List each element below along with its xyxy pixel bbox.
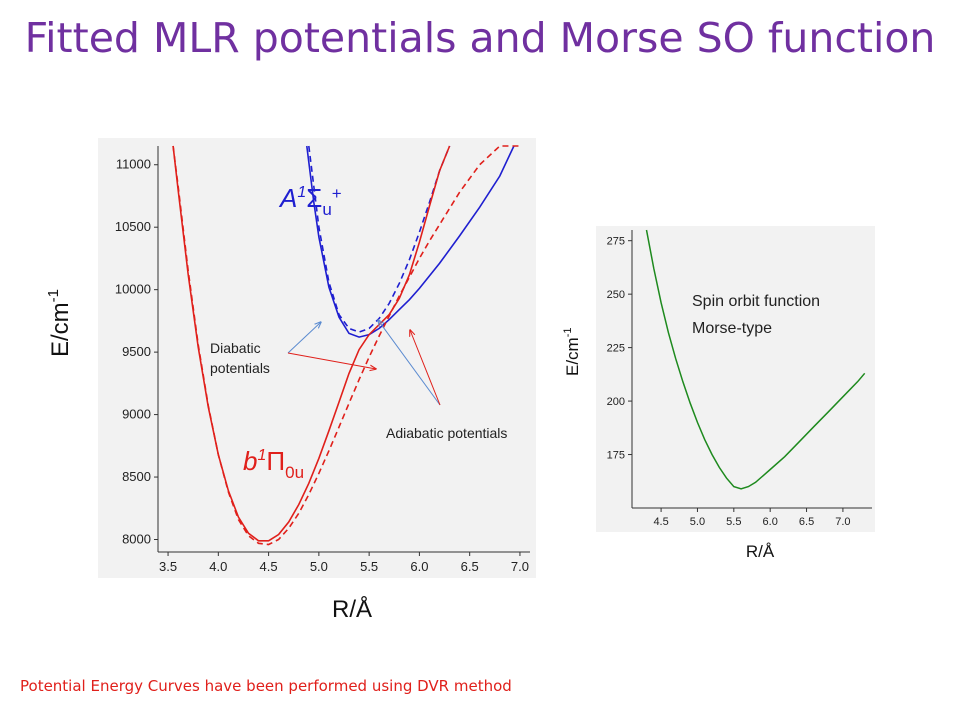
main-y-tick-label: 10000: [115, 282, 151, 297]
adiabatic-label: Adiabatic potentials: [386, 425, 507, 441]
so-series-group: [645, 229, 866, 490]
so-x-tick-label: 6.0: [763, 516, 778, 528]
so-plot-background: [596, 226, 875, 532]
main-xlabel: R/Å: [332, 595, 372, 623]
main-x-tick-label: 4.0: [209, 559, 227, 574]
so-y-tick-label: 250: [607, 289, 625, 301]
so-xlabel: R/Å: [746, 542, 775, 561]
main-series-b-dashed: [172, 145, 520, 546]
main-y-tick-label: 9000: [122, 407, 151, 422]
footnote: Potential Energy Curves have been perfor…: [20, 677, 512, 695]
diabatic-arrow-blue: [287, 322, 321, 354]
main-x-tick-label: 6.5: [461, 559, 479, 574]
main-y-tick-label: 8500: [122, 469, 151, 484]
a-state-label: A1Σu+: [278, 183, 342, 219]
main-x-tick-label: 5.5: [360, 559, 378, 574]
so-ylabel: E/cm-1: [562, 327, 582, 376]
so-series-solid: [645, 229, 866, 490]
so-legend-line1: Spin orbit function: [692, 293, 820, 310]
so-y-tick-label: 200: [607, 396, 625, 408]
so-y-tick-label: 175: [607, 450, 625, 462]
diabatic-arrow-red: [287, 352, 376, 369]
main-y-tick-label: 10500: [115, 219, 151, 234]
so-legend-line2: Morse-type: [692, 320, 772, 337]
b-state-label: b1Π0u: [243, 446, 304, 482]
adiabatic-arrow-red: [410, 330, 441, 406]
so-y-tick-label: 225: [607, 343, 625, 355]
adiabatic-arrow-blue: [378, 320, 441, 406]
main-x-tick-label: 7.0: [511, 559, 529, 574]
so-x-tick-label: 5.0: [690, 516, 705, 528]
main-x-tick-label: 4.5: [260, 559, 278, 574]
plot-axes: 8000 8500 9000 9500 10000 10500 11000 3.5 4.0 4.5…: [115, 146, 530, 574]
so-y-tick-label: 275: [607, 236, 625, 248]
main-y-tick-label: 9500: [122, 344, 151, 359]
diabatic-label-line2: potentials: [210, 360, 270, 376]
so-plot-axes: 175 200 225 250 275 4.5 5.0 5.5 6.0 6.5 7.0: [607, 230, 872, 528]
slide-title: Fitted MLR potentials and Morse SO funct…: [24, 14, 936, 62]
main-ylabel: E/cm-1: [45, 289, 74, 357]
main-y-tick-label: 11000: [116, 157, 151, 172]
main-x-tick-label: 5.0: [310, 559, 328, 574]
so-x-tick-label: 7.0: [835, 516, 850, 528]
main-x-tick-label: 6.0: [410, 559, 428, 574]
so-x-tick-label: 6.5: [799, 516, 814, 528]
so-x-tick-label: 5.5: [726, 516, 741, 528]
so-x-tick-label: 4.5: [653, 516, 668, 528]
main-x-tick-label: 3.5: [159, 559, 177, 574]
main-y-tick-label: 8000: [122, 532, 151, 547]
diabatic-label-line1: Diabatic: [210, 340, 261, 356]
